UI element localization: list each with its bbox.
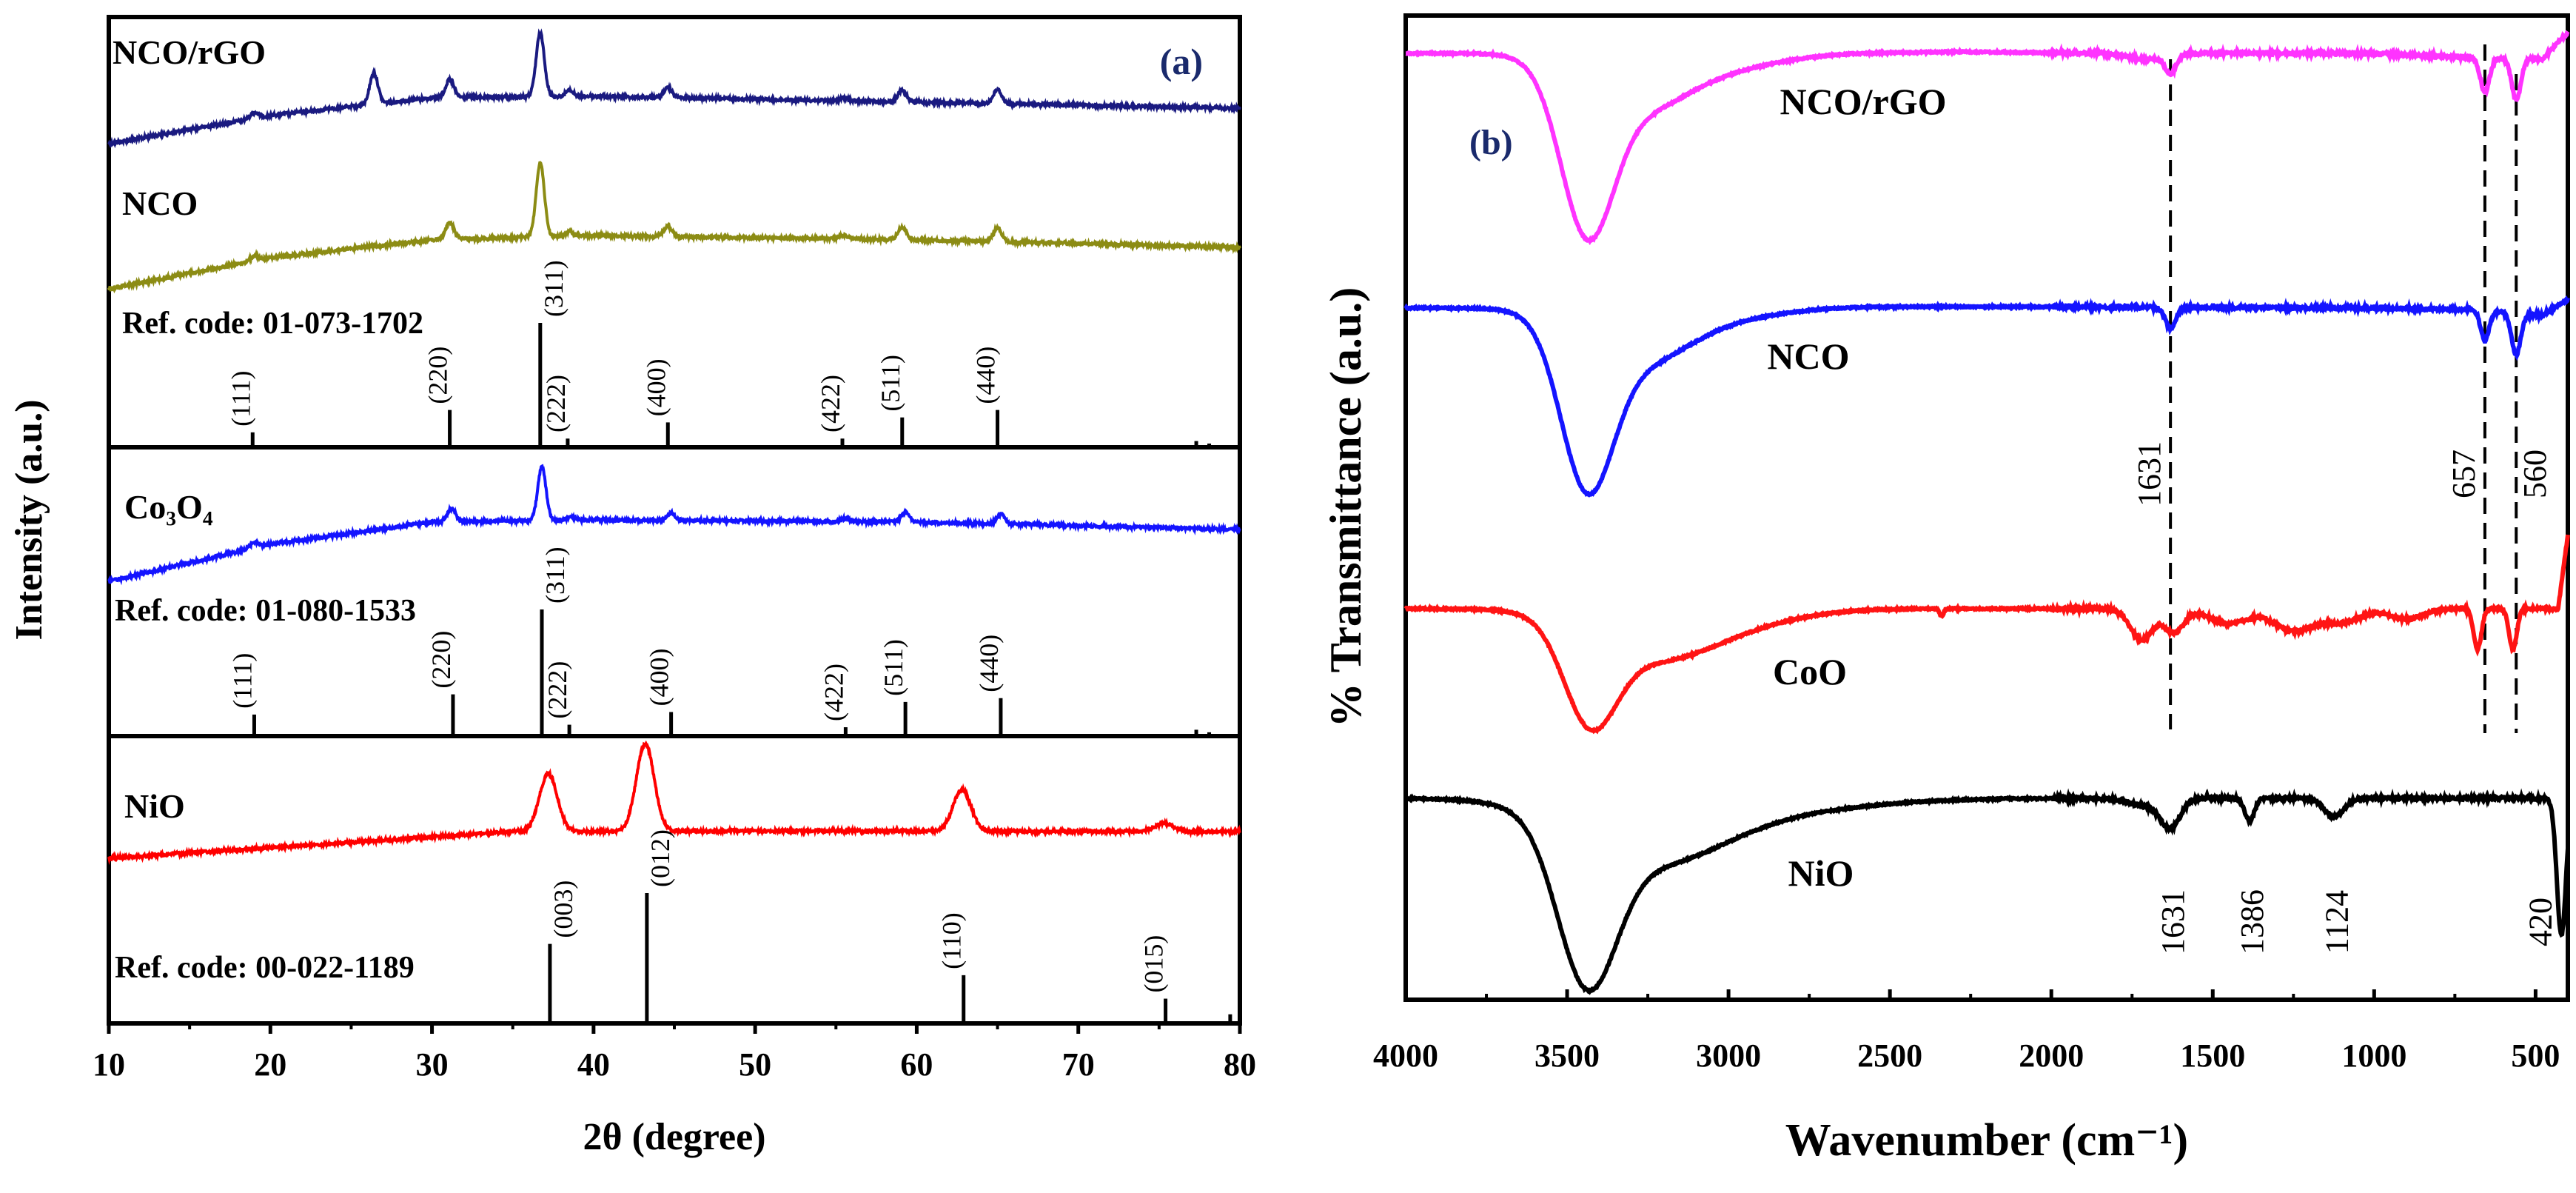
x-tick-label: 2000	[2019, 1037, 2084, 1074]
x-tick-label: 4000	[1373, 1037, 1438, 1074]
x-tick-label: 2500	[1857, 1037, 1922, 1074]
hkl-label: (422)	[819, 664, 848, 721]
x-tick-label: 20	[254, 1046, 286, 1083]
panel-label-a: (a)	[1160, 41, 1203, 82]
reference-code-label: Ref. code: 00-022-1189	[115, 951, 415, 985]
x-tick-label: 30	[416, 1046, 449, 1083]
x-tick-label: 1000	[2341, 1037, 2406, 1074]
plot-frame	[1403, 13, 2570, 1002]
hkl-label: (220)	[426, 631, 456, 689]
hkl-label: (015)	[1139, 935, 1169, 993]
x-tick-label: 70	[1062, 1046, 1095, 1083]
series-label: NiO	[124, 787, 185, 825]
hkl-label: (110)	[937, 912, 967, 969]
xrd-series-2	[107, 464, 1241, 586]
hkl-label: (440)	[971, 347, 1001, 404]
reference-code-label: Ref. code: 01-073-1702	[122, 307, 423, 341]
hkl-label: (400)	[641, 358, 671, 416]
peak-annotation: 657	[2446, 450, 2482, 498]
ftir-series-3	[1404, 788, 2570, 995]
y-axis-title: Intensity (a.u.)	[8, 399, 50, 640]
x-tick-label: 10	[93, 1046, 125, 1083]
hkl-label: (111)	[226, 371, 255, 427]
peak-annotation: 1631	[2131, 441, 2167, 507]
hkl-label: (511)	[876, 355, 905, 412]
series-label: NCO/rGO	[113, 33, 266, 71]
hkl-label: (311)	[540, 547, 570, 604]
peak-annotation: 420	[2522, 898, 2558, 946]
hkl-label: (511)	[879, 639, 908, 696]
y-axis-title: % Transmittance (a.u.)	[1321, 287, 1370, 727]
xrd-series-3	[107, 740, 1241, 866]
series-label: NCO	[1767, 335, 1849, 377]
hkl-label: (311)	[539, 260, 568, 317]
hkl-label: (422)	[816, 375, 845, 432]
x-tick-label: 50	[739, 1046, 771, 1083]
ftir-series-0	[1405, 30, 2570, 246]
hkl-label: (440)	[974, 635, 1004, 692]
x-tick-label: 80	[1224, 1046, 1256, 1083]
xrd-series-0	[107, 28, 1241, 149]
ftir-series-2	[1403, 534, 2570, 735]
reference-code-label: Ref. code: 01-080-1533	[115, 594, 416, 628]
x-tick-label: 40	[577, 1046, 610, 1083]
hkl-label: (400)	[645, 649, 674, 706]
ftir-series-1	[1403, 295, 2570, 498]
hkl-label: (222)	[541, 375, 571, 432]
hkl-label: (220)	[423, 347, 453, 404]
series-label: CoO	[1773, 651, 1847, 692]
peak-annotation: 1124	[2318, 890, 2355, 954]
series-label: NCO/rGO	[1780, 81, 1947, 122]
x-tick-label: 60	[900, 1046, 933, 1083]
x-tick-label: 1500	[2180, 1037, 2245, 1074]
hkl-label: (012)	[645, 829, 675, 887]
panel-label-b: (b)	[1469, 123, 1513, 162]
x-axis-title: Wavenumber (cm⁻¹)	[1785, 1115, 2188, 1166]
peak-annotation: 1631	[2155, 889, 2191, 955]
panel-a-xrd: 10 20 30 40 50 60 70 80 2θ (degree) Intensity (a.…	[8, 15, 1256, 1158]
hkl-label: (003)	[549, 880, 578, 938]
series-label: NiO	[1788, 852, 1854, 894]
peak-annotation: 1386	[2234, 889, 2270, 955]
x-tick-label: 3000	[1696, 1037, 1761, 1074]
hkl-label: (222)	[543, 661, 572, 719]
hkl-label: (111)	[227, 653, 257, 709]
peak-annotation: 560	[2517, 450, 2553, 498]
x-axis-title: 2θ (degree)	[583, 1116, 765, 1158]
panel-b-ftir: 4000 3500 3000 2500 2000 1500 1000 500 Wavenumbe…	[1321, 13, 2570, 1166]
xrd-series-1	[107, 161, 1241, 294]
x-tick-label: 500	[2511, 1037, 2560, 1074]
series-label: Co₃O₄	[124, 488, 213, 526]
x-tick-label: 3500	[1534, 1037, 1600, 1074]
series-label: NCO	[122, 184, 198, 222]
